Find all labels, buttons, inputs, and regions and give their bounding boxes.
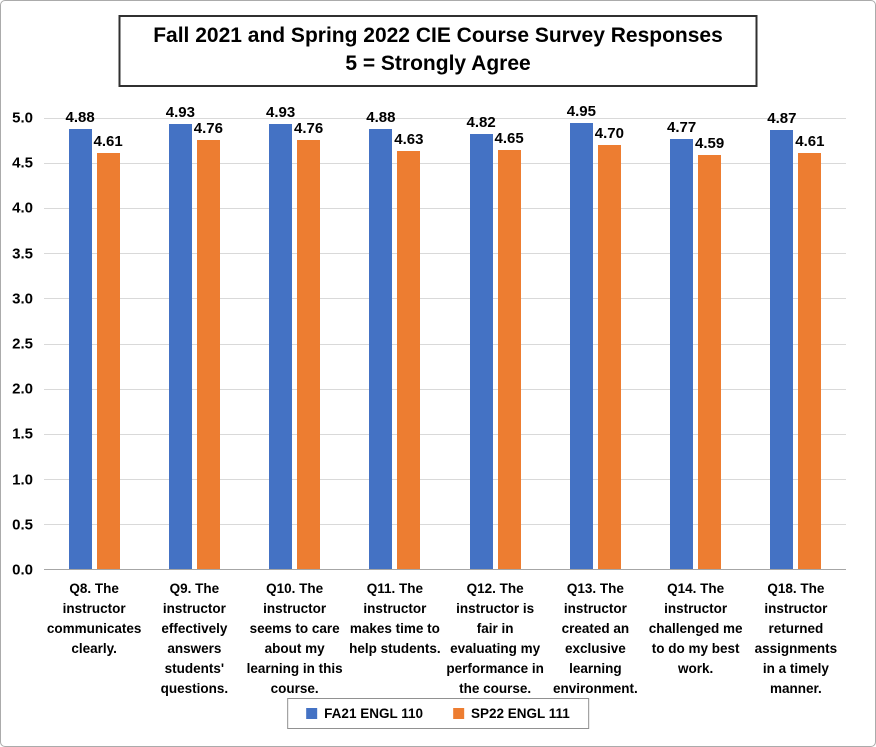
bar-sp22-engl-111: 4.61 [795, 133, 824, 569]
bar-group: 4.88 4.61 [44, 109, 144, 569]
category-label: Q18. The instructor returned assignments… [754, 581, 838, 696]
bar-fa21-engl-110: 4.77 [667, 119, 696, 569]
y-tick-label: 4.5 [12, 154, 33, 172]
bar-value-label: 4.61 [93, 133, 123, 151]
category-label: Q14. The instructor challenged me to do … [648, 581, 743, 676]
bar-value-label: 4.82 [466, 114, 496, 132]
legend-item: FA21 ENGL 110 [306, 706, 423, 721]
category-label: Q8. The instructor communicates clearly. [46, 581, 142, 656]
legend-item: SP22 ENGL 111 [452, 706, 570, 721]
bar-group: 4.93 4.76 [245, 104, 345, 569]
y-tick-label: 1.5 [12, 425, 33, 443]
y-tick-label: 0.0 [12, 561, 33, 579]
gridline [44, 433, 846, 435]
y-tick-label: 2.5 [12, 335, 33, 353]
y-tick-label: 2.0 [12, 380, 33, 398]
gridline [44, 163, 846, 165]
category-label: Q13. The instructor created an exclusive… [552, 581, 638, 696]
y-tick-label: 0.5 [12, 516, 33, 534]
chart-title-box: Fall 2021 and Spring 2022 CIE Course Sur… [118, 15, 758, 87]
gridline [44, 253, 846, 255]
bar-group: 4.87 4.61 [746, 110, 846, 569]
category-label: Q9. The instructor effectively answers s… [160, 581, 229, 696]
bar-value-label: 4.88 [366, 108, 396, 126]
bar-value-label: 4.70 [594, 125, 624, 143]
y-tick-label: 3.0 [12, 290, 33, 308]
bar-groups: 4.88 4.61 4.93 4.76 4.93 4.76 4.88 4.63 4.82 4.65… [44, 103, 846, 569]
bar-value-label: 4.76 [193, 119, 223, 137]
bar-group: 4.77 4.59 [646, 118, 746, 569]
bar-group: 4.95 4.70 [545, 103, 645, 569]
bar-fa21-engl-110: 4.88 [366, 109, 395, 569]
bar-group: 4.93 4.76 [144, 104, 244, 569]
gridline [44, 298, 846, 300]
bar-sp22-engl-111: 4.63 [394, 131, 423, 569]
bar-value-label: 4.65 [494, 129, 524, 147]
bar-sp22-engl-111: 4.76 [194, 120, 223, 569]
chart-subtitle: 5 = Strongly Agree [345, 52, 531, 75]
legend-label: SP22 ENGL 111 [470, 706, 570, 721]
bar-value-label: 4.63 [394, 131, 424, 149]
legend-swatch-icon [452, 708, 464, 719]
y-tick-label: 3.5 [12, 245, 33, 263]
gridline [44, 208, 846, 210]
bar-value-label: 4.77 [667, 118, 697, 136]
category-label: Q12. The instructor is fair in evaluatin… [446, 581, 544, 696]
bar-group: 4.82 4.65 [445, 114, 545, 569]
bar-fa21-engl-110: 4.88 [66, 109, 95, 569]
gridline [44, 478, 846, 480]
legend: FA21 ENGL 110 SP22 ENGL 111 [287, 698, 589, 729]
bar-fa21-engl-110: 4.82 [467, 114, 496, 569]
chart-title: Fall 2021 and Spring 2022 CIE Course Sur… [153, 24, 723, 47]
legend-swatch-icon [306, 708, 318, 719]
y-tick-label: 5.0 [12, 109, 33, 127]
bar-sp22-engl-111: 4.61 [94, 133, 123, 569]
legend-label: FA21 ENGL 110 [324, 706, 423, 721]
category-label: Q10. The instructor seems to care about … [246, 581, 343, 696]
bar-fa21-engl-110: 4.93 [166, 104, 195, 569]
bar-value-label: 4.95 [566, 102, 596, 120]
bar-sp22-engl-111: 4.70 [595, 125, 624, 569]
bar-value-label: 4.59 [695, 134, 725, 152]
bar-value-label: 4.88 [65, 108, 95, 126]
bar-value-label: 4.61 [795, 133, 825, 151]
y-tick-label: 4.0 [12, 199, 33, 217]
bar-fa21-engl-110: 4.95 [567, 103, 596, 569]
gridline [44, 388, 846, 390]
y-tick-label: 1.0 [12, 471, 33, 489]
category-label: Q11. The instructor makes time to help s… [349, 581, 441, 656]
y-axis: 0.0 0.5 1.0 1.5 2.0 2.5 3.0 3.5 4.0 4.5 5.0 [1, 111, 35, 578]
category-axis: Q8. The instructor communicates clearly.… [44, 579, 846, 699]
gridline [44, 523, 846, 525]
bar-group: 4.88 4.63 [345, 109, 445, 569]
bar-sp22-engl-111: 4.65 [495, 130, 524, 569]
bar-value-label: 4.93 [165, 104, 195, 122]
bar-sp22-engl-111: 4.59 [695, 135, 724, 569]
bar-fa21-engl-110: 4.93 [266, 104, 295, 569]
bar-fa21-engl-110: 4.87 [767, 110, 796, 569]
bar-sp22-engl-111: 4.76 [294, 120, 323, 569]
bar-value-label: 4.87 [767, 109, 797, 127]
plot-area: 4.88 4.61 4.93 4.76 4.93 4.76 4.88 4.63 4.82 4.65… [44, 103, 846, 570]
gridline [44, 343, 846, 345]
bar-value-label: 4.93 [266, 104, 296, 122]
gridline [44, 118, 846, 119]
bar-value-label: 4.76 [294, 119, 324, 137]
